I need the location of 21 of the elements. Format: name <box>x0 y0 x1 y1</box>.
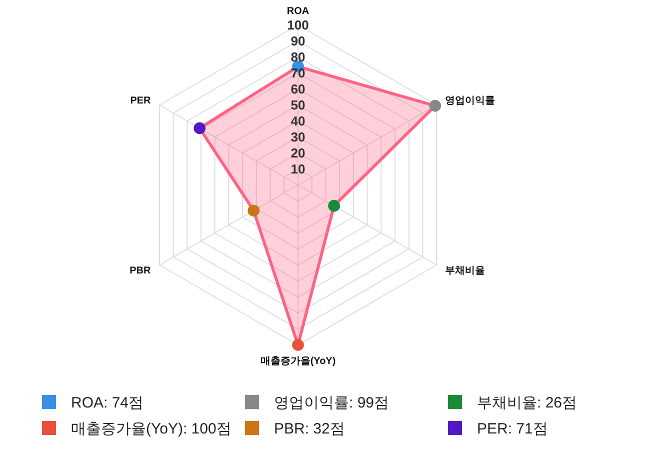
spoke-label: 매출증가율(YoY) <box>260 356 336 367</box>
text: 매출증가율(YoY): 100점 <box>71 420 232 438</box>
spoke-label: PER <box>130 96 152 106</box>
text: 부채비율: 26점 <box>477 394 578 412</box>
spoke-label: 영업이익률 <box>445 96 496 106</box>
text: 영업이익률: 99점 <box>274 394 390 412</box>
y-tick-label: 10 <box>290 162 306 177</box>
text: ROA: 74점 <box>71 394 144 412</box>
y-tick-label: 20 <box>290 146 306 161</box>
y-tick-label: 30 <box>290 130 306 145</box>
spoke-label: PBR <box>130 266 152 276</box>
y-tick-label: 50 <box>290 98 306 113</box>
y-tick-label: 100 <box>287 18 309 33</box>
spoke-label: 부채비율 <box>445 266 486 276</box>
y-tick-label: 40 <box>290 114 306 129</box>
y-tick-label: 80 <box>290 50 306 65</box>
spoke-label: ROA <box>286 6 310 17</box>
text: PER: 71점 <box>477 420 548 438</box>
text: PBR: 32점 <box>274 420 345 438</box>
y-tick-label: 90 <box>290 34 306 49</box>
y-tick-label: 60 <box>290 82 306 97</box>
